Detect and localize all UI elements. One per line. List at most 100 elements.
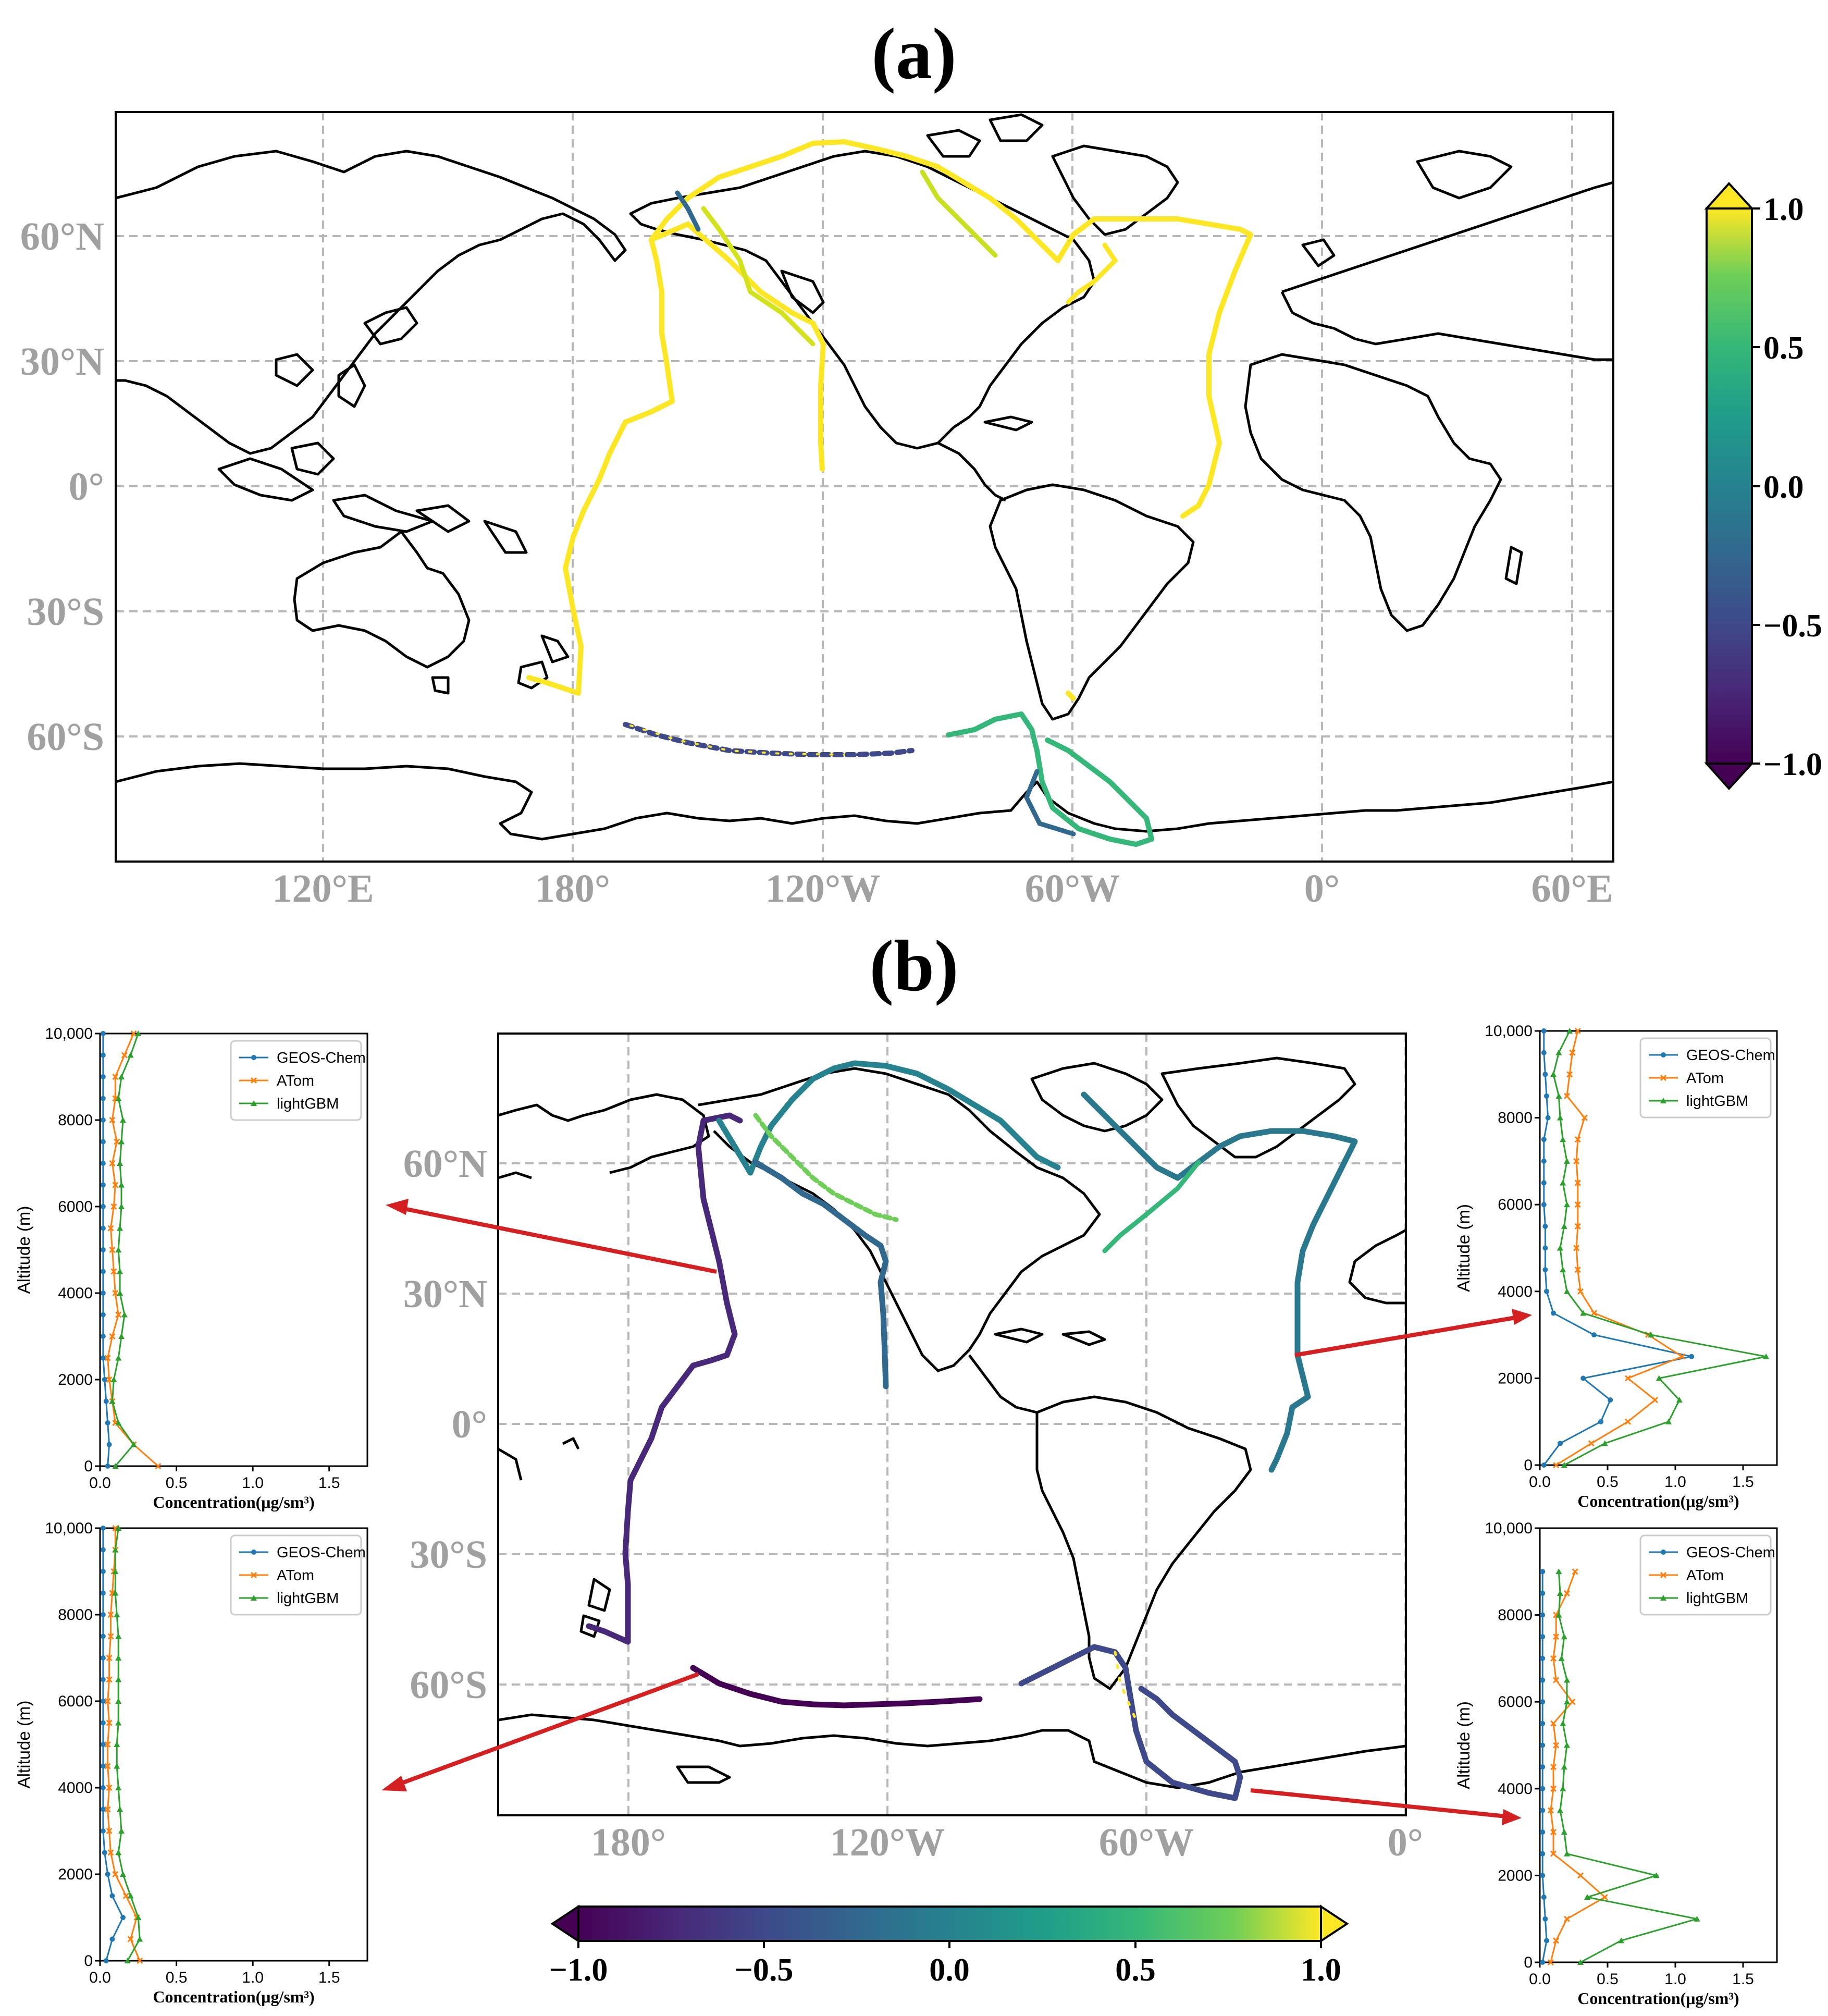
data-point (1553, 1742, 1560, 1749)
data-point (100, 1590, 106, 1596)
x-axis-label: Concentration(μg/sm³) (153, 1987, 314, 2006)
legend-label: ATom (1686, 1567, 1724, 1584)
data-point (1558, 1441, 1563, 1446)
data-point (115, 1698, 122, 1704)
data-point (1560, 1179, 1566, 1186)
data-point (109, 1333, 116, 1340)
data-point (115, 1311, 122, 1318)
data-point (1581, 1114, 1588, 1121)
legend: GEOS-Chem ATom lightGBM (230, 1534, 366, 1616)
x-tick-label: 0.5 (166, 1474, 188, 1492)
map-a-x-tick: 180° (535, 867, 610, 911)
data-point (115, 1247, 122, 1252)
profile-plots: 0.0 0.5 1.0 1.5 0 2000 4000 6000 8000 10,000 Conce… (14, 1023, 1778, 2008)
data-point (1550, 1785, 1557, 1792)
data-point (102, 1377, 107, 1382)
data-point (1574, 1201, 1581, 1208)
data-point (106, 1676, 113, 1683)
map-a-y-ticks: 60°N 30°N 0° 30°S 60°S (20, 215, 104, 759)
data-point (1573, 1245, 1580, 1251)
data-point (104, 1698, 111, 1705)
data-point (1550, 1829, 1557, 1836)
data-point (112, 1871, 119, 1878)
legend-marker (251, 1100, 257, 1106)
data-point (1564, 1699, 1570, 1705)
data-point (109, 1246, 116, 1253)
data-point (100, 1806, 106, 1812)
data-point (100, 1655, 106, 1661)
x-tick-label: 1.5 (318, 1969, 340, 1986)
map-b: 180° 120°W 60°W 0° 60°N 30°N 0° 30°S 60°S (403, 1032, 1423, 1864)
data-point (1676, 1397, 1683, 1403)
data-point (1656, 1375, 1662, 1381)
data-point (122, 1892, 129, 1899)
data-point (114, 1138, 120, 1145)
data-point (1564, 1158, 1570, 1164)
data-point (100, 1334, 106, 1339)
map-b-frame (497, 1032, 1407, 1816)
data-point (107, 1849, 114, 1856)
data-point (112, 1568, 119, 1574)
map-a-x-tick: 0° (1304, 867, 1340, 911)
data-point (1561, 1462, 1567, 1468)
y-tick-label: 0 (84, 1458, 93, 1475)
legend-label: lightGBM (1686, 1093, 1748, 1110)
legend-label: GEOS-Chem (1686, 1544, 1775, 1561)
data-point (100, 1074, 106, 1079)
map-a-y-tick: 30°S (27, 590, 104, 634)
data-point (1574, 1267, 1581, 1273)
data-point (135, 1914, 142, 1920)
y-tick-label: 6000 (58, 1693, 93, 1710)
x-tick-label: 0.0 (1529, 1473, 1551, 1491)
legend: GEOS-Chem ATom lightGBM (1639, 1534, 1775, 1616)
panel-b-label: (b) (869, 926, 958, 1006)
y-tick-label: 4000 (1498, 1283, 1533, 1300)
map-b-y-tick: 30°N (403, 1272, 487, 1316)
y-axis-label: Altitude (m) (1454, 1204, 1473, 1292)
data-point (1540, 1634, 1546, 1640)
data-point (1542, 1267, 1548, 1273)
legend-marker (250, 1077, 257, 1084)
colorbar-a-bar (1706, 207, 1753, 765)
data-point (115, 1095, 122, 1101)
data-point (1560, 1720, 1566, 1726)
y-tick-label: 2000 (58, 1866, 93, 1883)
data-point (100, 1031, 106, 1036)
map-a-x-tick: 60°E (1531, 867, 1613, 911)
data-point (1561, 1633, 1567, 1640)
data-point (118, 1138, 125, 1145)
legend-marker (1660, 1098, 1666, 1103)
profile-tl-plot: 0.0 0.5 1.0 1.5 0 2000 4000 6000 8000 10,000 Conce… (14, 1025, 368, 1511)
data-point (1555, 1612, 1562, 1618)
data-point (100, 1569, 106, 1574)
data-point (1555, 1092, 1562, 1099)
x-axis-label: Concentration(μg/sm³) (1577, 1492, 1739, 1510)
legend: GEOS-Chem ATom lightGBM (230, 1040, 366, 1121)
data-point (1572, 1568, 1578, 1575)
map-a-x-tick: 120°W (765, 867, 880, 911)
profile-bl-plot: 0.0 0.5 1.0 1.5 0 2000 4000 6000 8000 10,000 Conce… (14, 1520, 368, 2006)
data-point (103, 1958, 109, 1963)
data-point (106, 1654, 113, 1662)
data-point (110, 1268, 117, 1275)
map-a-x-tick: 60°W (1025, 867, 1120, 911)
data-point (1540, 1720, 1546, 1726)
data-point (1540, 1851, 1546, 1857)
colorbar-a-tick-label: −0.5 (1763, 608, 1822, 644)
data-point (112, 1546, 119, 1553)
legend-box (1639, 1534, 1772, 1616)
map-a-x-ticks: 120°E 180° 120°W 60°W 0° 60°E (272, 867, 1613, 911)
data-point (112, 1590, 119, 1596)
data-point (1601, 1440, 1608, 1446)
map-a-y-tick: 30°N (20, 340, 104, 384)
data-point (1580, 1375, 1586, 1381)
colorbar-b-bar (577, 1906, 1322, 1942)
data-point (100, 1547, 106, 1553)
data-point (1551, 1310, 1556, 1316)
colorbar-a-ticks: 1.0 0.5 0.0 −0.5 −1.0 (1752, 192, 1822, 782)
data-point (114, 1741, 120, 1747)
data-point (1542, 1916, 1548, 1922)
data-point (1557, 1590, 1563, 1596)
map-b-y-ticks: 60°N 30°N 0° 30°S 60°S (403, 1142, 487, 1707)
